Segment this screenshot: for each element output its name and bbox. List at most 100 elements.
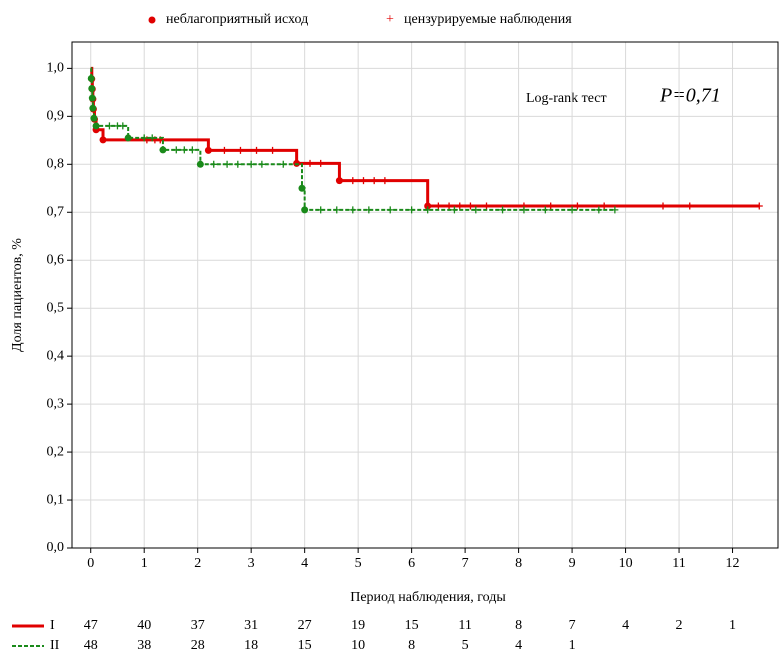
- y-tick-label: 0,3: [47, 396, 65, 411]
- censored-marker: [483, 202, 491, 210]
- censored-marker: [269, 146, 277, 154]
- censored-marker: [600, 202, 608, 210]
- censored-marker: [611, 206, 619, 214]
- at-risk-count: 4: [515, 638, 522, 653]
- event-marker: [424, 202, 432, 210]
- censored-marker: [317, 159, 325, 167]
- at-risk-count: 27: [298, 618, 312, 633]
- legend-event-marker: [148, 16, 156, 24]
- censored-marker: [568, 206, 576, 214]
- event-marker: [301, 206, 309, 214]
- censored-marker: [333, 206, 341, 214]
- censored-marker: [188, 146, 196, 154]
- censored-marker: [424, 206, 432, 214]
- censored-marker: [306, 159, 314, 167]
- event-marker: [89, 104, 97, 112]
- censored-marker: [445, 202, 453, 210]
- x-tick-label: 6: [408, 556, 415, 571]
- at-risk-count: 48: [84, 638, 98, 653]
- x-tick-label: 5: [355, 556, 362, 571]
- plot-frame: [71, 41, 779, 549]
- censored-marker: [520, 206, 528, 214]
- censored-marker: [381, 177, 389, 185]
- event-marker: [196, 160, 204, 168]
- censored-marker: [472, 206, 480, 214]
- censored-marker: [119, 122, 127, 130]
- x-tick-label: 2: [194, 556, 201, 571]
- y-tick-label: 0,1: [47, 492, 65, 507]
- censored-marker: [349, 177, 357, 185]
- risk-legend-label: II: [50, 638, 60, 653]
- survival-curve: [90, 66, 760, 208]
- censored-marker: [172, 146, 180, 154]
- censored-marker: [247, 160, 255, 168]
- censored-marker: [234, 160, 242, 168]
- y-tick-label: 0,8: [47, 157, 65, 172]
- at-risk-count: 4: [622, 618, 629, 633]
- legend-censored-marker: +: [386, 12, 394, 27]
- event-marker: [204, 146, 212, 154]
- x-tick-label: 11: [672, 556, 685, 571]
- at-risk-count: 15: [405, 618, 419, 633]
- x-tick-label: 0: [87, 556, 94, 571]
- censored-marker: [365, 206, 373, 214]
- at-risk-count: 31: [244, 618, 258, 633]
- y-tick-label: 0,9: [47, 109, 65, 124]
- at-risk-count: 19: [351, 618, 365, 633]
- at-risk-count: 11: [458, 618, 471, 633]
- x-tick-label: 7: [462, 556, 469, 571]
- at-risk-count: 47: [84, 618, 98, 633]
- at-risk-count: 7: [569, 618, 576, 633]
- y-tick-label: 1,0: [47, 61, 65, 76]
- legend-event: неблагоприятный исход: [166, 12, 308, 27]
- event-marker: [335, 177, 343, 185]
- censored-marker: [220, 146, 228, 154]
- censored-marker: [408, 206, 416, 214]
- censored-marker: [148, 134, 156, 142]
- at-risk-count: 18: [244, 638, 258, 653]
- censored-marker: [258, 160, 266, 168]
- risk-legend-label: I: [50, 618, 55, 633]
- x-tick-label: 8: [515, 556, 522, 571]
- at-risk-count: 15: [298, 638, 312, 653]
- censored-marker: [541, 206, 549, 214]
- event-marker: [88, 94, 96, 102]
- event-marker: [99, 136, 107, 144]
- censored-marker: [236, 146, 244, 154]
- event-marker: [87, 74, 95, 82]
- y-axis-label: Доля пациентов, %: [10, 238, 25, 352]
- censored-marker: [105, 122, 113, 130]
- y-tick-label: 0,4: [47, 348, 65, 363]
- censored-marker: [450, 206, 458, 214]
- censored-marker: [659, 202, 667, 210]
- censored-marker: [370, 177, 378, 185]
- at-risk-count: 1: [569, 638, 576, 653]
- event-marker: [124, 134, 132, 142]
- at-risk-count: 28: [191, 638, 205, 653]
- censored-marker: [349, 206, 357, 214]
- censored-marker: [573, 202, 581, 210]
- censored-marker: [210, 160, 218, 168]
- x-tick-label: 9: [569, 556, 576, 571]
- at-risk-count: 2: [676, 618, 683, 633]
- censored-marker: [223, 160, 231, 168]
- event-marker: [88, 85, 96, 93]
- event-marker: [159, 146, 167, 154]
- x-tick-label: 12: [726, 556, 740, 571]
- censored-marker: [253, 146, 261, 154]
- y-tick-label: 0,0: [47, 540, 65, 555]
- event-marker: [298, 184, 306, 192]
- at-risk-count: 40: [137, 618, 151, 633]
- censored-marker: [359, 177, 367, 185]
- annotation: Log-rank тест: [526, 91, 607, 106]
- censored-marker: [386, 206, 394, 214]
- annotation-p: P=0,71: [659, 85, 721, 107]
- censored-marker: [279, 160, 287, 168]
- at-risk-count: 5: [462, 638, 469, 653]
- at-risk-count: 8: [515, 618, 522, 633]
- y-tick-label: 0,5: [47, 300, 65, 315]
- censored-marker: [180, 146, 188, 154]
- censored-marker: [140, 134, 148, 142]
- censored-marker: [317, 206, 325, 214]
